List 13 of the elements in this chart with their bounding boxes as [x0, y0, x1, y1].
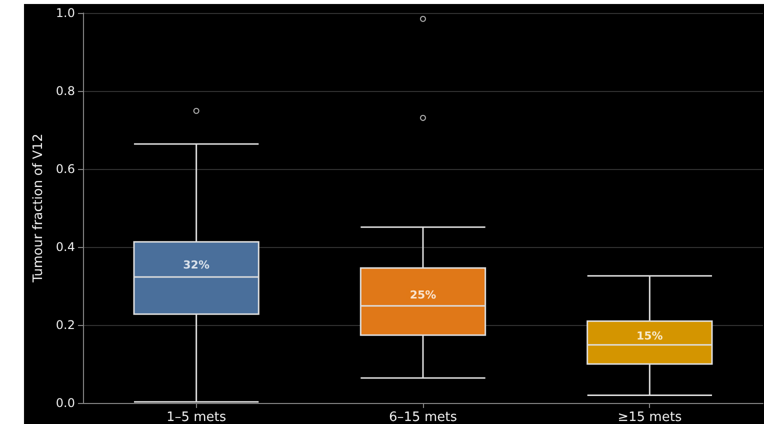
- x-tick-label: 1–5 mets: [166, 410, 226, 424]
- annotation: 32%: [183, 258, 210, 272]
- y-tick-label: 0.4: [56, 240, 75, 254]
- annotation: 25%: [410, 288, 436, 302]
- y-tick-label: 1.0: [56, 6, 75, 20]
- y-tick-label: 0.2: [56, 318, 75, 332]
- y-tick-label: 0.0: [56, 396, 75, 410]
- y-tick-label: 0.6: [56, 162, 75, 176]
- y-tick-label: 0.8: [56, 84, 75, 98]
- x-tick-label: 6–15 mets: [389, 410, 458, 424]
- y-axis-title: Tumour fraction of V12: [31, 134, 46, 284]
- annotation: 15%: [636, 329, 663, 342]
- x-tick-label: ≥15 mets: [618, 410, 682, 424]
